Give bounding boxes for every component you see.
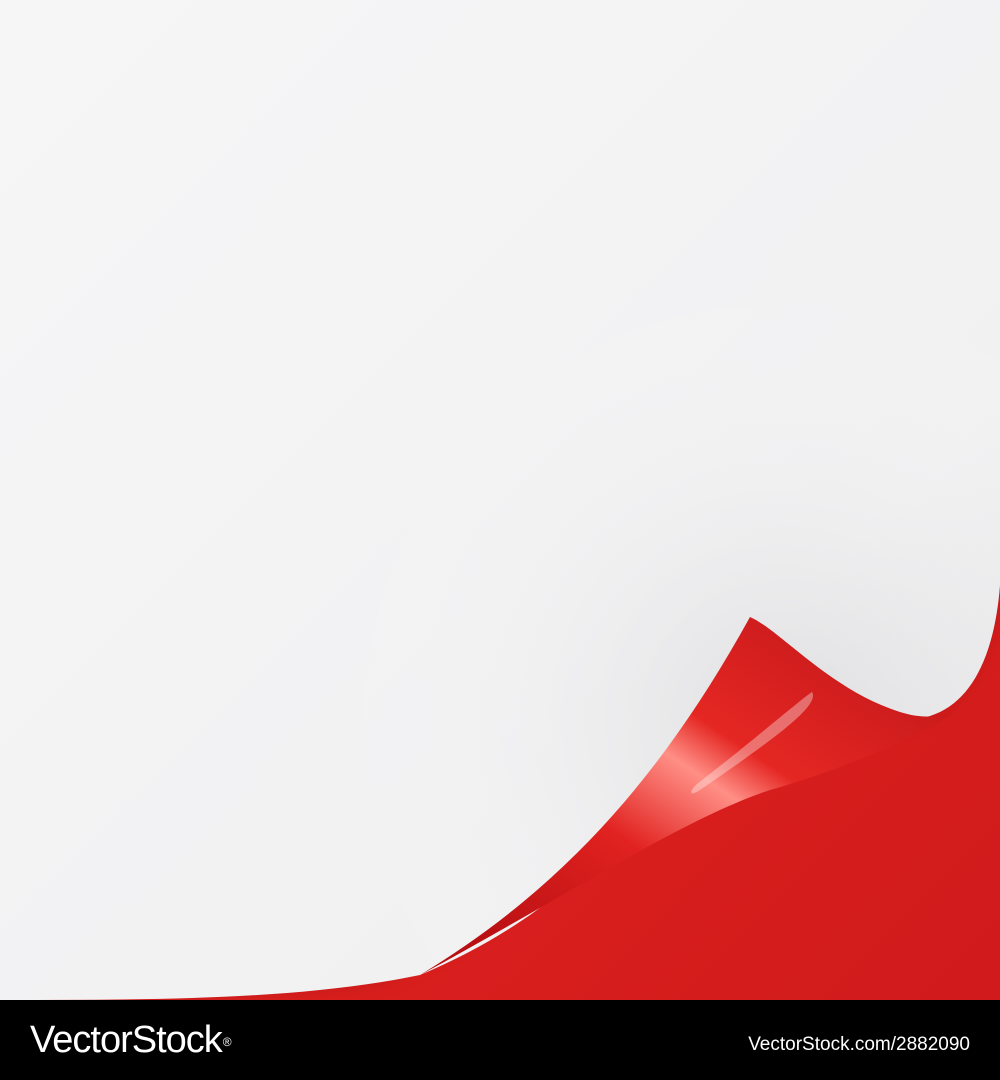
image-id: VectorStock.com/2882090 [748,1034,970,1055]
registered-mark: ® [222,1035,232,1049]
logo-text: VectorStock [30,1019,223,1061]
curled-paper-illustration [0,0,1000,1000]
curl-highlight [691,692,814,794]
watermark-bar [0,1000,1000,1080]
paper-shade [0,0,1000,1000]
curled-corner [420,617,955,975]
brand-logo: VectorStock® [30,1019,232,1061]
